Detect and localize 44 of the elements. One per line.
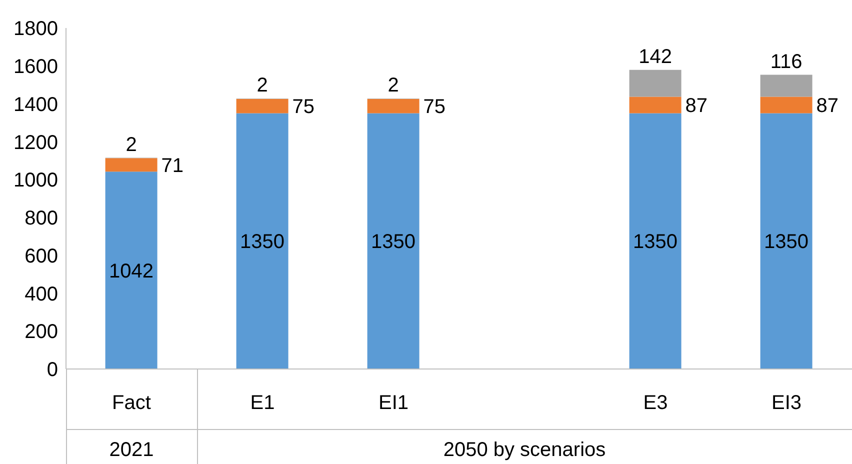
data-label: 142 — [638, 46, 672, 68]
data-label: 87 — [816, 95, 839, 118]
bar — [236, 113, 288, 369]
x-tick-label: EI1 — [378, 392, 409, 414]
y-tick-label: 1400 — [14, 94, 58, 116]
x-tick-label: E3 — [643, 392, 668, 414]
y-tick-label: 200 — [24, 321, 58, 344]
bar — [367, 99, 420, 114]
y-tick-label: 1600 — [14, 56, 58, 78]
y-tick-label: 0 — [46, 359, 58, 382]
data-label: 2 — [126, 134, 137, 156]
data-label: 1350 — [240, 231, 285, 254]
bar — [629, 96, 682, 114]
data-label: 116 — [770, 50, 802, 73]
data-label: 71 — [161, 154, 184, 177]
y-tick-label: 1800 — [14, 18, 58, 40]
bar — [629, 70, 682, 97]
y-tick-label: 1200 — [14, 132, 58, 154]
data-label: 1350 — [371, 231, 416, 254]
data-label: 75 — [423, 96, 446, 118]
x-tick-label: E1 — [250, 392, 275, 414]
bar — [236, 99, 288, 114]
bar — [105, 172, 158, 369]
bar — [629, 113, 682, 369]
x-tick-label: EI3 — [771, 392, 802, 414]
bar — [367, 113, 420, 369]
y-tick-label: 600 — [24, 245, 58, 268]
data-label: 1042 — [109, 260, 154, 282]
y-tick-label: 1000 — [14, 170, 58, 192]
y-tick-label: 400 — [24, 283, 58, 306]
text: 2050 by scenarios — [442, 439, 607, 462]
bar — [760, 113, 812, 369]
data-label: 87 — [685, 95, 708, 118]
bar — [760, 96, 812, 114]
x-tick-label: Fact — [112, 392, 152, 414]
bar — [105, 158, 158, 172]
data-label: 1350 — [633, 231, 678, 254]
y-tick-label: 800 — [24, 208, 58, 230]
text: 2021 — [108, 439, 155, 462]
data-label: 1350 — [764, 231, 809, 254]
bar — [760, 74, 812, 97]
data-label: 75 — [292, 96, 315, 118]
data-label: 2 — [388, 74, 399, 97]
data-label: 2 — [256, 74, 268, 97]
